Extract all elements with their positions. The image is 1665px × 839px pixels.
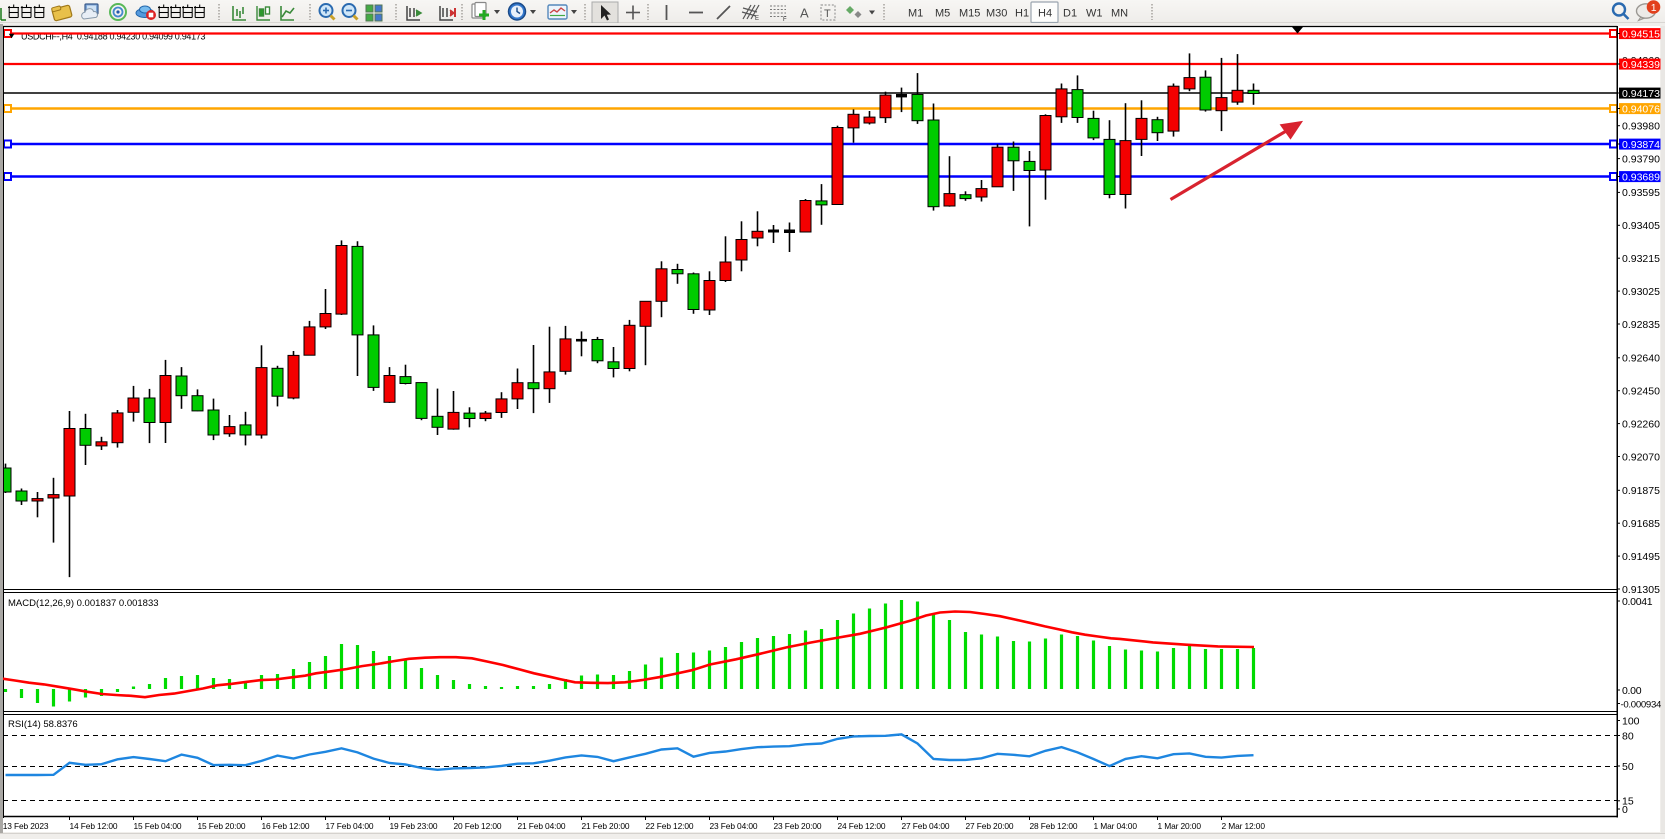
svg-text:21 Feb 20:00: 21 Feb 20:00 xyxy=(582,821,630,831)
svg-text:0.93874: 0.93874 xyxy=(1622,139,1660,151)
svg-text:15 Feb 20:00: 15 Feb 20:00 xyxy=(198,821,246,831)
svg-text:1: 1 xyxy=(1651,2,1657,14)
svg-text:0.92260: 0.92260 xyxy=(1622,418,1660,430)
svg-text:T: T xyxy=(824,8,831,20)
svg-text:2 Mar 12:00: 2 Mar 12:00 xyxy=(1222,821,1266,831)
svg-text:0.94515: 0.94515 xyxy=(1622,28,1660,40)
svg-text:0.91495: 0.91495 xyxy=(1622,551,1660,563)
svg-text:USDCHF-,H4 0.94188 0.94230 0.: USDCHF-,H4 0.94188 0.94230 0.94099 0.941… xyxy=(21,32,206,42)
svg-text:80: 80 xyxy=(1622,730,1634,742)
svg-text:1 Mar 20:00: 1 Mar 20:00 xyxy=(1158,821,1202,831)
svg-text:24 Feb 12:00: 24 Feb 12:00 xyxy=(838,821,886,831)
svg-text:20 Feb 12:00: 20 Feb 12:00 xyxy=(454,821,502,831)
svg-text:0.91685: 0.91685 xyxy=(1622,518,1660,530)
svg-text:M5: M5 xyxy=(935,8,950,20)
svg-text:0.93405: 0.93405 xyxy=(1622,220,1660,232)
svg-text:M15: M15 xyxy=(959,8,980,20)
svg-text:0.92640: 0.92640 xyxy=(1622,353,1660,365)
svg-text:17 Feb 04:00: 17 Feb 04:00 xyxy=(326,821,374,831)
svg-text:F: F xyxy=(783,17,787,23)
svg-text:19 Feb 23:00: 19 Feb 23:00 xyxy=(390,821,438,831)
svg-text:-0.000934: -0.000934 xyxy=(1621,699,1662,710)
svg-text:22 Feb 12:00: 22 Feb 12:00 xyxy=(646,821,694,831)
svg-text:0.93215: 0.93215 xyxy=(1622,253,1660,265)
svg-text:0.94339: 0.94339 xyxy=(1622,59,1660,71)
svg-text:M30: M30 xyxy=(986,8,1007,20)
svg-text:0.93689: 0.93689 xyxy=(1622,171,1660,183)
svg-text:1 Mar 04:00: 1 Mar 04:00 xyxy=(1094,821,1138,831)
svg-text:M1: M1 xyxy=(908,8,923,20)
svg-text:H4: H4 xyxy=(1038,8,1052,20)
svg-text:E: E xyxy=(755,16,759,22)
svg-text:15 Feb 04:00: 15 Feb 04:00 xyxy=(134,821,182,831)
svg-text:28 Feb 12:00: 28 Feb 12:00 xyxy=(1030,821,1078,831)
svg-text:0.00: 0.00 xyxy=(1622,685,1642,697)
svg-text:MN: MN xyxy=(1111,8,1128,20)
svg-text:23 Feb 04:00: 23 Feb 04:00 xyxy=(710,821,758,831)
svg-text:14 Feb 12:00: 14 Feb 12:00 xyxy=(70,821,118,831)
svg-text:0.93025: 0.93025 xyxy=(1622,286,1660,298)
svg-text:0.93595: 0.93595 xyxy=(1622,187,1660,199)
svg-text:0.93980: 0.93980 xyxy=(1622,121,1660,133)
svg-text:16 Feb 12:00: 16 Feb 12:00 xyxy=(262,821,310,831)
svg-text:27 Feb 20:00: 27 Feb 20:00 xyxy=(966,821,1014,831)
svg-text:0.94076: 0.94076 xyxy=(1622,103,1660,115)
svg-text:13 Feb 2023: 13 Feb 2023 xyxy=(3,821,49,831)
svg-text:0.92070: 0.92070 xyxy=(1622,451,1660,463)
svg-text:100: 100 xyxy=(1622,715,1640,727)
svg-text:23 Feb 20:00: 23 Feb 20:00 xyxy=(774,821,822,831)
svg-text:H1: H1 xyxy=(1015,8,1029,20)
svg-text:0.91305: 0.91305 xyxy=(1622,584,1660,596)
svg-text:MACD(12,26,9) 0.001837 0.00183: MACD(12,26,9) 0.001837 0.001833 xyxy=(8,598,159,609)
svg-text:0.0041: 0.0041 xyxy=(1622,596,1653,608)
svg-text:RSI(14) 58.8376: RSI(14) 58.8376 xyxy=(8,719,78,730)
svg-text:27 Feb 04:00: 27 Feb 04:00 xyxy=(902,821,950,831)
svg-text:W1: W1 xyxy=(1086,8,1103,20)
svg-text:0.92450: 0.92450 xyxy=(1622,386,1660,398)
svg-text:15: 15 xyxy=(1622,796,1634,808)
svg-text:0.91875: 0.91875 xyxy=(1622,485,1660,497)
svg-text:D1: D1 xyxy=(1063,8,1077,20)
svg-text:A: A xyxy=(800,6,809,21)
svg-text:21 Feb 04:00: 21 Feb 04:00 xyxy=(518,821,566,831)
svg-text:0.94173: 0.94173 xyxy=(1622,88,1660,100)
svg-text:0.93790: 0.93790 xyxy=(1622,153,1660,165)
svg-text:50: 50 xyxy=(1622,761,1634,773)
svg-text:0.92835: 0.92835 xyxy=(1622,319,1660,331)
svg-text:0: 0 xyxy=(1622,804,1628,816)
